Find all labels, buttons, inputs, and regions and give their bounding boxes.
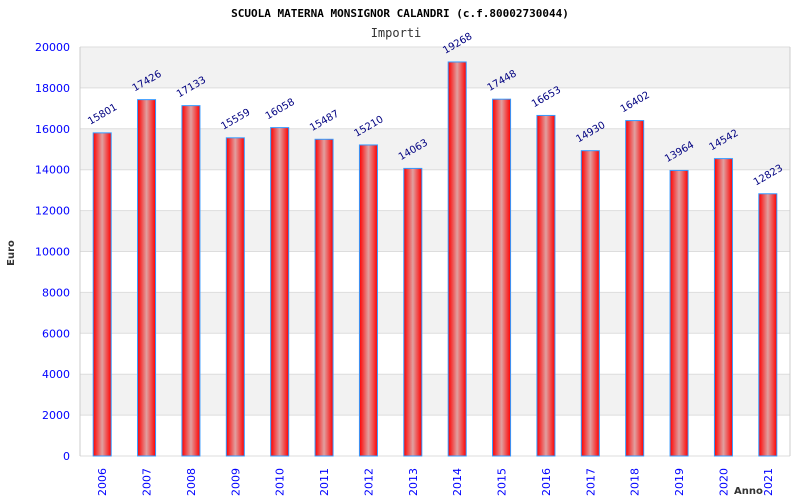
x-tick-label: 2018 — [629, 468, 642, 496]
bar — [270, 127, 290, 457]
bar — [758, 193, 778, 457]
y-tick-label: 20000 — [35, 41, 70, 54]
y-tick-label: 14000 — [35, 164, 70, 177]
chart-title: SCUOLA MATERNA MONSIGNOR CALANDRI (c.f.8… — [231, 7, 569, 20]
x-tick-label: 2008 — [185, 468, 198, 496]
y-axis-label: Euro — [6, 240, 17, 266]
y-tick-label: 0 — [63, 450, 70, 463]
bar — [580, 150, 600, 457]
x-tick-label: 2012 — [362, 468, 375, 496]
x-axis-label: Anno — [734, 486, 763, 497]
bar — [225, 137, 245, 457]
x-tick-label: 2015 — [496, 468, 509, 496]
bar — [492, 98, 512, 457]
x-tick-label: 2014 — [451, 468, 464, 496]
x-tick-label: 2010 — [274, 468, 287, 496]
x-tick-label: 2007 — [141, 468, 154, 496]
x-tick-label: 2011 — [318, 468, 331, 496]
chart-subtitle: Importi — [371, 26, 422, 40]
bar — [713, 158, 733, 457]
bar — [181, 105, 201, 457]
y-tick-label: 16000 — [35, 123, 70, 136]
y-tick-label: 10000 — [35, 246, 70, 259]
bar — [314, 138, 334, 457]
x-tick-label: 2021 — [762, 468, 775, 496]
grid-band — [80, 47, 790, 88]
bar — [92, 132, 112, 457]
x-tick-label: 2016 — [540, 468, 553, 496]
x-tick-label: 2006 — [96, 468, 109, 496]
x-tick-label: 2017 — [584, 468, 597, 496]
y-tick-label: 8000 — [42, 286, 70, 299]
y-tick-label: 12000 — [35, 205, 70, 218]
y-tick-label: 4000 — [42, 368, 70, 381]
bar — [669, 169, 689, 457]
bar — [536, 114, 556, 457]
bar — [625, 120, 645, 457]
bar — [137, 99, 157, 457]
x-tick-label: 2009 — [229, 468, 242, 496]
bar — [447, 61, 467, 457]
x-tick-label: 2020 — [717, 468, 730, 496]
bar — [403, 167, 423, 457]
x-tick-label: 2013 — [407, 468, 420, 496]
y-tick-label: 18000 — [35, 82, 70, 95]
y-tick-label: 6000 — [42, 327, 70, 340]
x-tick-label: 2019 — [673, 468, 686, 496]
bar — [358, 144, 378, 457]
y-tick-label: 2000 — [42, 409, 70, 422]
